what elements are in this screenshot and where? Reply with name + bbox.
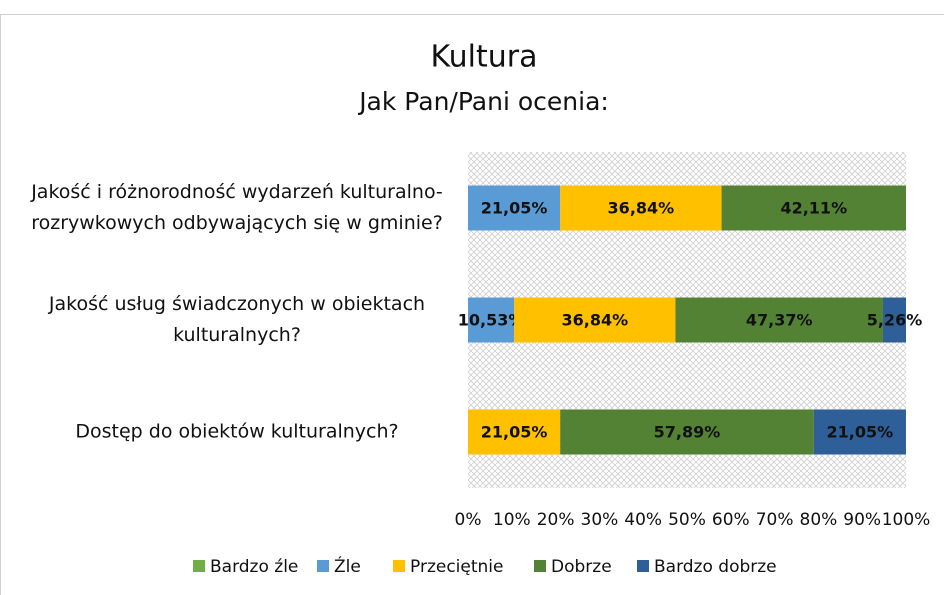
legend-swatch: [534, 560, 546, 572]
data-label: 42,11%: [780, 199, 847, 218]
data-label: 21,05%: [827, 423, 894, 442]
data-label: 10,53%: [458, 311, 525, 330]
data-label: 36,84%: [608, 199, 675, 218]
bar-segment: [468, 185, 561, 231]
x-tick-label: 100%: [882, 510, 931, 530]
bar-segment: [882, 297, 906, 343]
legend-swatch: [637, 560, 649, 572]
data-label: 47,37%: [746, 311, 813, 330]
legend-label: Przeciętnie: [410, 557, 503, 577]
bar-segment: [468, 297, 515, 343]
data-label: 36,84%: [561, 311, 628, 330]
data-label: 21,05%: [481, 423, 548, 442]
legend-swatch: [193, 560, 205, 572]
chart-subtitle: Jak Pan/Pani ocenia:: [357, 87, 609, 116]
legend-swatch: [393, 560, 405, 572]
legend-label: Dobrze: [551, 557, 612, 577]
legend-label: Źle: [334, 555, 361, 577]
category-label: Jakość i różnorodność wydarzeń kulturaln…: [31, 181, 443, 234]
x-tick-label: 80%: [800, 510, 838, 530]
bar-segment: [813, 409, 906, 455]
x-tick-label: 40%: [624, 510, 662, 530]
x-tick-label: 10%: [493, 510, 531, 530]
data-label: 57,89%: [654, 423, 721, 442]
bar-segment: [721, 185, 906, 231]
bar-segment: [468, 409, 561, 455]
x-tick-label: 60%: [712, 510, 750, 530]
bar-segment: [514, 297, 676, 343]
category-label: Jakość usług świadczonych w obiektach ku…: [48, 293, 426, 346]
chart-border: [0, 14, 944, 595]
category-label: Dostęp do obiektów kulturalnych?: [75, 420, 399, 443]
x-tick-label: 30%: [581, 510, 619, 530]
x-tick-label: 0%: [455, 510, 482, 530]
bar-segment: [675, 297, 883, 343]
x-tick-label: 50%: [668, 510, 706, 530]
x-tick-label: 20%: [537, 510, 575, 530]
x-tick-label: 90%: [843, 510, 881, 530]
x-tick-label: 70%: [756, 510, 794, 530]
data-label: 5,26%: [867, 311, 923, 330]
bar-segment: [560, 185, 722, 231]
chart-title: Kultura: [430, 40, 537, 75]
bar-segment: [560, 409, 814, 455]
data-label: 21,05%: [481, 199, 548, 218]
legend-swatch: [317, 560, 329, 572]
legend-label: Bardzo źle: [210, 557, 298, 577]
legend-label: Bardzo dobrze: [654, 557, 777, 577]
